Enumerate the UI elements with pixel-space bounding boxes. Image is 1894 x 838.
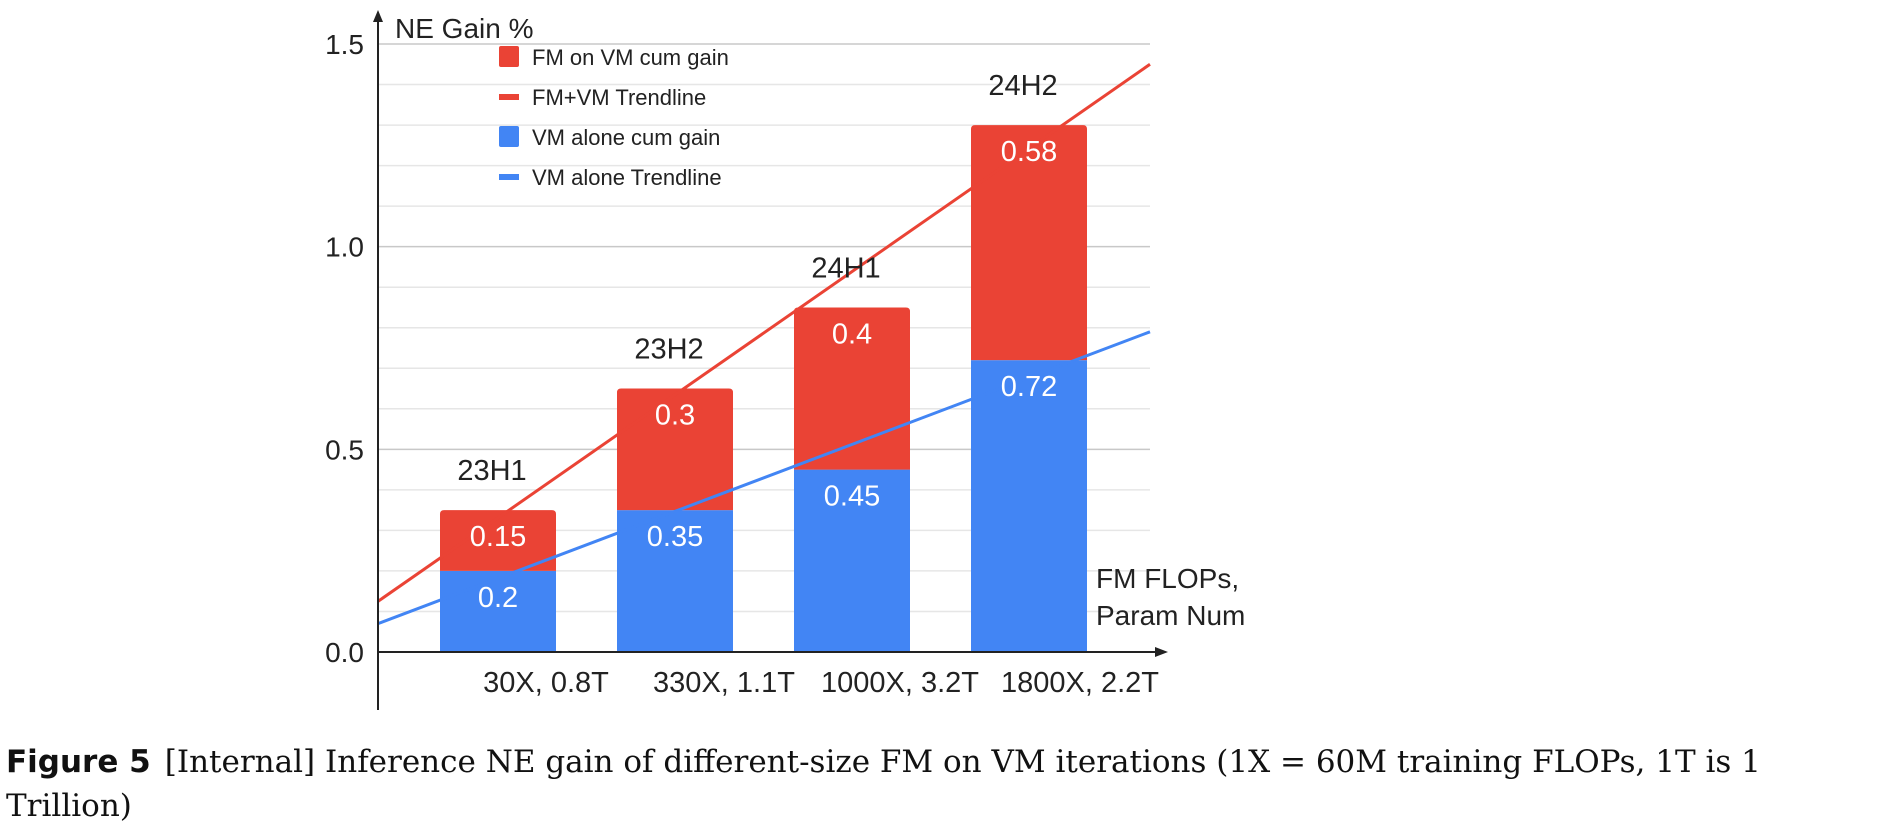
x-tick-flops-rest: X, 2.2T	[1066, 667, 1160, 699]
y-axis-title: NE Gain %	[395, 13, 534, 44]
x-tick-flops-number: 330	[653, 667, 701, 699]
data-label: 0.15	[470, 521, 526, 553]
legend-swatch-line	[499, 174, 519, 180]
trendline	[377, 330, 1151, 626]
figure-caption: Figure 5 [Internal] Inference NE gain of …	[6, 740, 1886, 828]
x-tick-flops-number: 30	[483, 667, 515, 699]
data-label: 0.58	[1001, 136, 1057, 168]
x-tick-label: 1000X, 3.2T	[821, 667, 979, 699]
bar-period-label: 23H2	[634, 334, 703, 366]
data-label: 0.72	[1001, 371, 1057, 403]
bar-segment	[971, 125, 1087, 361]
x-tick-flops-number: 1000	[821, 667, 886, 699]
bar-segment	[440, 570, 556, 652]
y-tick-label: 0.0	[325, 637, 364, 668]
x-axis-arrow	[1155, 647, 1168, 657]
x-tick-label: 330X, 1.1T	[653, 667, 795, 699]
bar-period-label: 23H1	[457, 455, 526, 487]
y-axis-arrow	[373, 10, 383, 22]
trendline	[377, 63, 1151, 603]
legend-swatch-box	[499, 126, 519, 147]
caption-text: [Internal] Inference NE gain of differen…	[6, 744, 1761, 824]
legend-label: VM alone cum gain	[532, 125, 720, 150]
x-axis-title-line2: Param Num	[1096, 600, 1245, 631]
x-axis-title: FM FLOPs, Param Num	[1096, 563, 1247, 631]
y-tick-label: 1.5	[325, 29, 364, 60]
x-axis-title-line1: FM FLOPs,	[1096, 563, 1239, 594]
bars	[440, 125, 1087, 652]
legend-swatch-line	[499, 94, 519, 100]
bar-period-label: 24H1	[811, 252, 880, 284]
figure-label: Figure 5	[6, 744, 151, 780]
bar-segment	[617, 510, 733, 652]
y-tick-label: 1.0	[325, 232, 364, 263]
data-label: 0.45	[824, 481, 880, 513]
data-label: 0.35	[647, 521, 703, 553]
trendlines	[377, 63, 1151, 626]
bar-segment	[971, 360, 1087, 652]
bar-segment	[794, 307, 910, 470]
legend-label: FM on VM cum gain	[532, 45, 729, 70]
x-tick-label: 1800X, 2.2T	[1001, 667, 1159, 699]
axes: NE Gain % FM FLOPs, Param Num	[373, 10, 1247, 710]
bar-annotations: 0.2 0.15 23H1 0.35 0.3 23H2 0.45 0.4 24H1 0.72 0.5…	[457, 70, 1057, 614]
bar-segment	[440, 510, 556, 571]
legend-label: FM+VM Trendline	[532, 85, 706, 110]
legend-label: VM alone Trendline	[532, 165, 722, 190]
bar-period-label: 24H2	[988, 70, 1057, 102]
legend-swatch-box	[499, 46, 519, 67]
x-tick-labels: 30X, 0.8T 330X, 1.1T 1000X, 3.2T 1800X, 2.2…	[483, 667, 1159, 699]
stacked-bar-chart: NE Gain % FM FLOPs, Param Num 0.0 0.5 1.0 1…	[325, 10, 1247, 710]
x-tick-flops-rest: X, 3.2T	[886, 667, 980, 699]
data-label: 0.2	[478, 582, 518, 614]
data-label: 0.4	[832, 318, 872, 350]
y-tick-labels: 0.0 0.5 1.0 1.5	[325, 29, 364, 668]
bar-segment	[617, 388, 733, 511]
data-label: 0.3	[655, 400, 695, 432]
legend: FM on VM cum gain FM+VM Trendline VM alone…	[499, 45, 729, 190]
x-tick-flops-rest: X, 0.8T	[515, 667, 609, 699]
y-tick-label: 0.5	[325, 434, 364, 465]
x-tick-flops-number: 1800	[1001, 667, 1066, 699]
bar-segment	[794, 469, 910, 652]
x-tick-label: 30X, 0.8T	[483, 667, 609, 699]
x-tick-flops-rest: X, 1.1T	[701, 667, 795, 699]
